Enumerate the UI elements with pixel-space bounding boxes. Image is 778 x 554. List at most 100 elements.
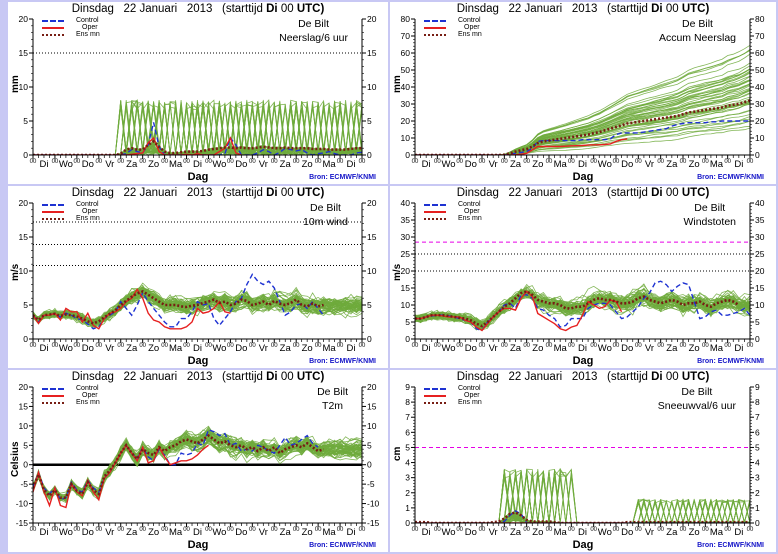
- ensemble-member-line: [33, 100, 362, 155]
- source-credit: Bron: ECMWF/KNMI: [697, 358, 764, 365]
- x-day-label: Vr: [489, 343, 498, 354]
- legend-label: Control: [458, 201, 481, 208]
- station-label: De Bilt Windstoten: [683, 201, 736, 229]
- y-tick-label-left: 0: [23, 150, 28, 160]
- title-part-prefix: Dinsdag: [71, 371, 114, 383]
- title-part-year: 2013: [571, 3, 598, 15]
- x-hour-label: 00: [657, 527, 664, 533]
- x-hour-label: 00: [205, 343, 212, 349]
- x-day-label: Ma: [710, 159, 724, 170]
- x-day-label: Di: [347, 159, 356, 170]
- y-tick-label-left: -10: [16, 499, 29, 509]
- y-tick-label-left: -5: [20, 479, 28, 489]
- x-day-label: Di: [39, 527, 48, 538]
- x-hour-label: 00: [249, 159, 256, 165]
- x-hour-label: 00: [227, 343, 234, 349]
- legend-swatch: [424, 20, 446, 22]
- ensemble-member-line: [415, 50, 750, 155]
- y-tick-label-right: -15: [367, 518, 380, 528]
- y-tick-label-right: 15: [367, 401, 377, 411]
- ensemble-member-line: [415, 79, 750, 155]
- x-hour-label: 00: [249, 527, 256, 533]
- y-tick-label-right: 20: [755, 266, 765, 276]
- legend-swatch: [424, 27, 446, 29]
- x-hour-label: 00: [293, 527, 300, 533]
- y-tick-label-left: 70: [401, 31, 411, 41]
- ensemble-member-line: [415, 65, 750, 155]
- ensemble-member-line: [415, 471, 750, 523]
- y-tick-label-left: 0: [405, 518, 410, 528]
- y-tick-label-left: 7: [405, 412, 410, 422]
- x-day-label: Zo: [148, 343, 159, 354]
- y-tick-label-right: -5: [367, 479, 375, 489]
- legend-swatch: [42, 20, 64, 22]
- x-hour-label: 00: [479, 343, 486, 349]
- y-tick-label-left: 1: [405, 503, 410, 513]
- y-tick-label-right: 0: [755, 150, 760, 160]
- ensemble-member-line: [415, 469, 750, 523]
- x-hour-label: 00: [74, 343, 81, 349]
- x-hour-label: 00: [590, 343, 597, 349]
- x-hour-label: 00: [293, 159, 300, 165]
- variable-name: Windstoten: [683, 216, 736, 228]
- x-hour-label: 00: [271, 159, 278, 165]
- legend-label: Control: [76, 385, 99, 392]
- x-axis-label: Dag: [572, 539, 594, 551]
- panel-title: Dinsdag 22 Januari 2013 (starttijd Di 00…: [8, 371, 388, 383]
- meteogram-panel-wind10m: Dinsdag 22 Januari 2013 (starttijd Di 00…: [8, 186, 388, 368]
- y-tick-label-left: -15: [16, 518, 29, 528]
- station-name: De Bilt: [694, 202, 726, 214]
- x-hour-label: 00: [412, 527, 419, 533]
- x-hour-label: 00: [501, 343, 508, 349]
- ensemble-member-line: [415, 470, 750, 523]
- x-day-label: Do: [621, 527, 633, 538]
- y-tick-label-right: 35: [755, 215, 765, 225]
- x-hour-label: 00: [293, 343, 300, 349]
- ensemble-member-line: [415, 500, 750, 523]
- ensemble-member-line: [415, 472, 750, 523]
- ensemble-member-line: [415, 68, 750, 155]
- control-line: [33, 122, 362, 155]
- x-hour-label: 00: [657, 343, 664, 349]
- x-day-label: Za: [510, 343, 522, 354]
- title-part-date: 22 Januari: [123, 187, 178, 199]
- title-part-date: 22 Januari: [123, 3, 178, 15]
- legend-label: Oper: [82, 24, 98, 31]
- title-part-prefix: Dinsdag: [456, 187, 499, 199]
- x-day-label: Di: [193, 343, 202, 354]
- y-tick-label-right: 60: [755, 48, 765, 58]
- legend-label: Control: [76, 201, 99, 208]
- x-day-label: Vr: [105, 159, 114, 170]
- x-day-label: Wo: [441, 159, 455, 170]
- x-day-label: Wo: [212, 527, 226, 538]
- y-tick-label-left: 20: [19, 382, 29, 392]
- x-day-label: Di: [39, 343, 48, 354]
- x-hour-label: 00: [52, 343, 59, 349]
- x-axis-label: Dag: [187, 539, 209, 551]
- x-hour-label: 00: [205, 527, 212, 533]
- meteogram-panel-gusts: Dinsdag 22 Januari 2013 (starttijd Di 00…: [390, 186, 776, 368]
- x-hour-label: 00: [74, 527, 81, 533]
- y-tick-label-left: 20: [19, 14, 29, 24]
- x-hour-label: 00: [337, 527, 344, 533]
- x-hour-label: 00: [183, 159, 190, 165]
- x-hour-label: 00: [161, 527, 168, 533]
- title-part-prefix: Dinsdag: [71, 3, 114, 15]
- ensemble-members: [33, 99, 362, 155]
- x-hour-label: 00: [227, 159, 234, 165]
- title-part-hour: 00: [280, 187, 294, 199]
- y-tick-label-right: 7: [755, 412, 760, 422]
- x-day-label: Wo: [212, 159, 226, 170]
- x-day-label: Di: [193, 527, 202, 538]
- ens-mean-line: [415, 511, 750, 523]
- y-tick-label-left: 5: [23, 440, 28, 450]
- y-tick-label-right: 10: [755, 300, 765, 310]
- title-part-start: (starttijd: [222, 187, 263, 199]
- legend-swatch: [42, 402, 64, 404]
- x-day-label: Ma: [554, 159, 568, 170]
- x-day-label: Za: [510, 527, 522, 538]
- x-day-label: Di: [347, 527, 356, 538]
- x-hour-label: 00: [501, 159, 508, 165]
- x-hour-label: 00: [479, 527, 486, 533]
